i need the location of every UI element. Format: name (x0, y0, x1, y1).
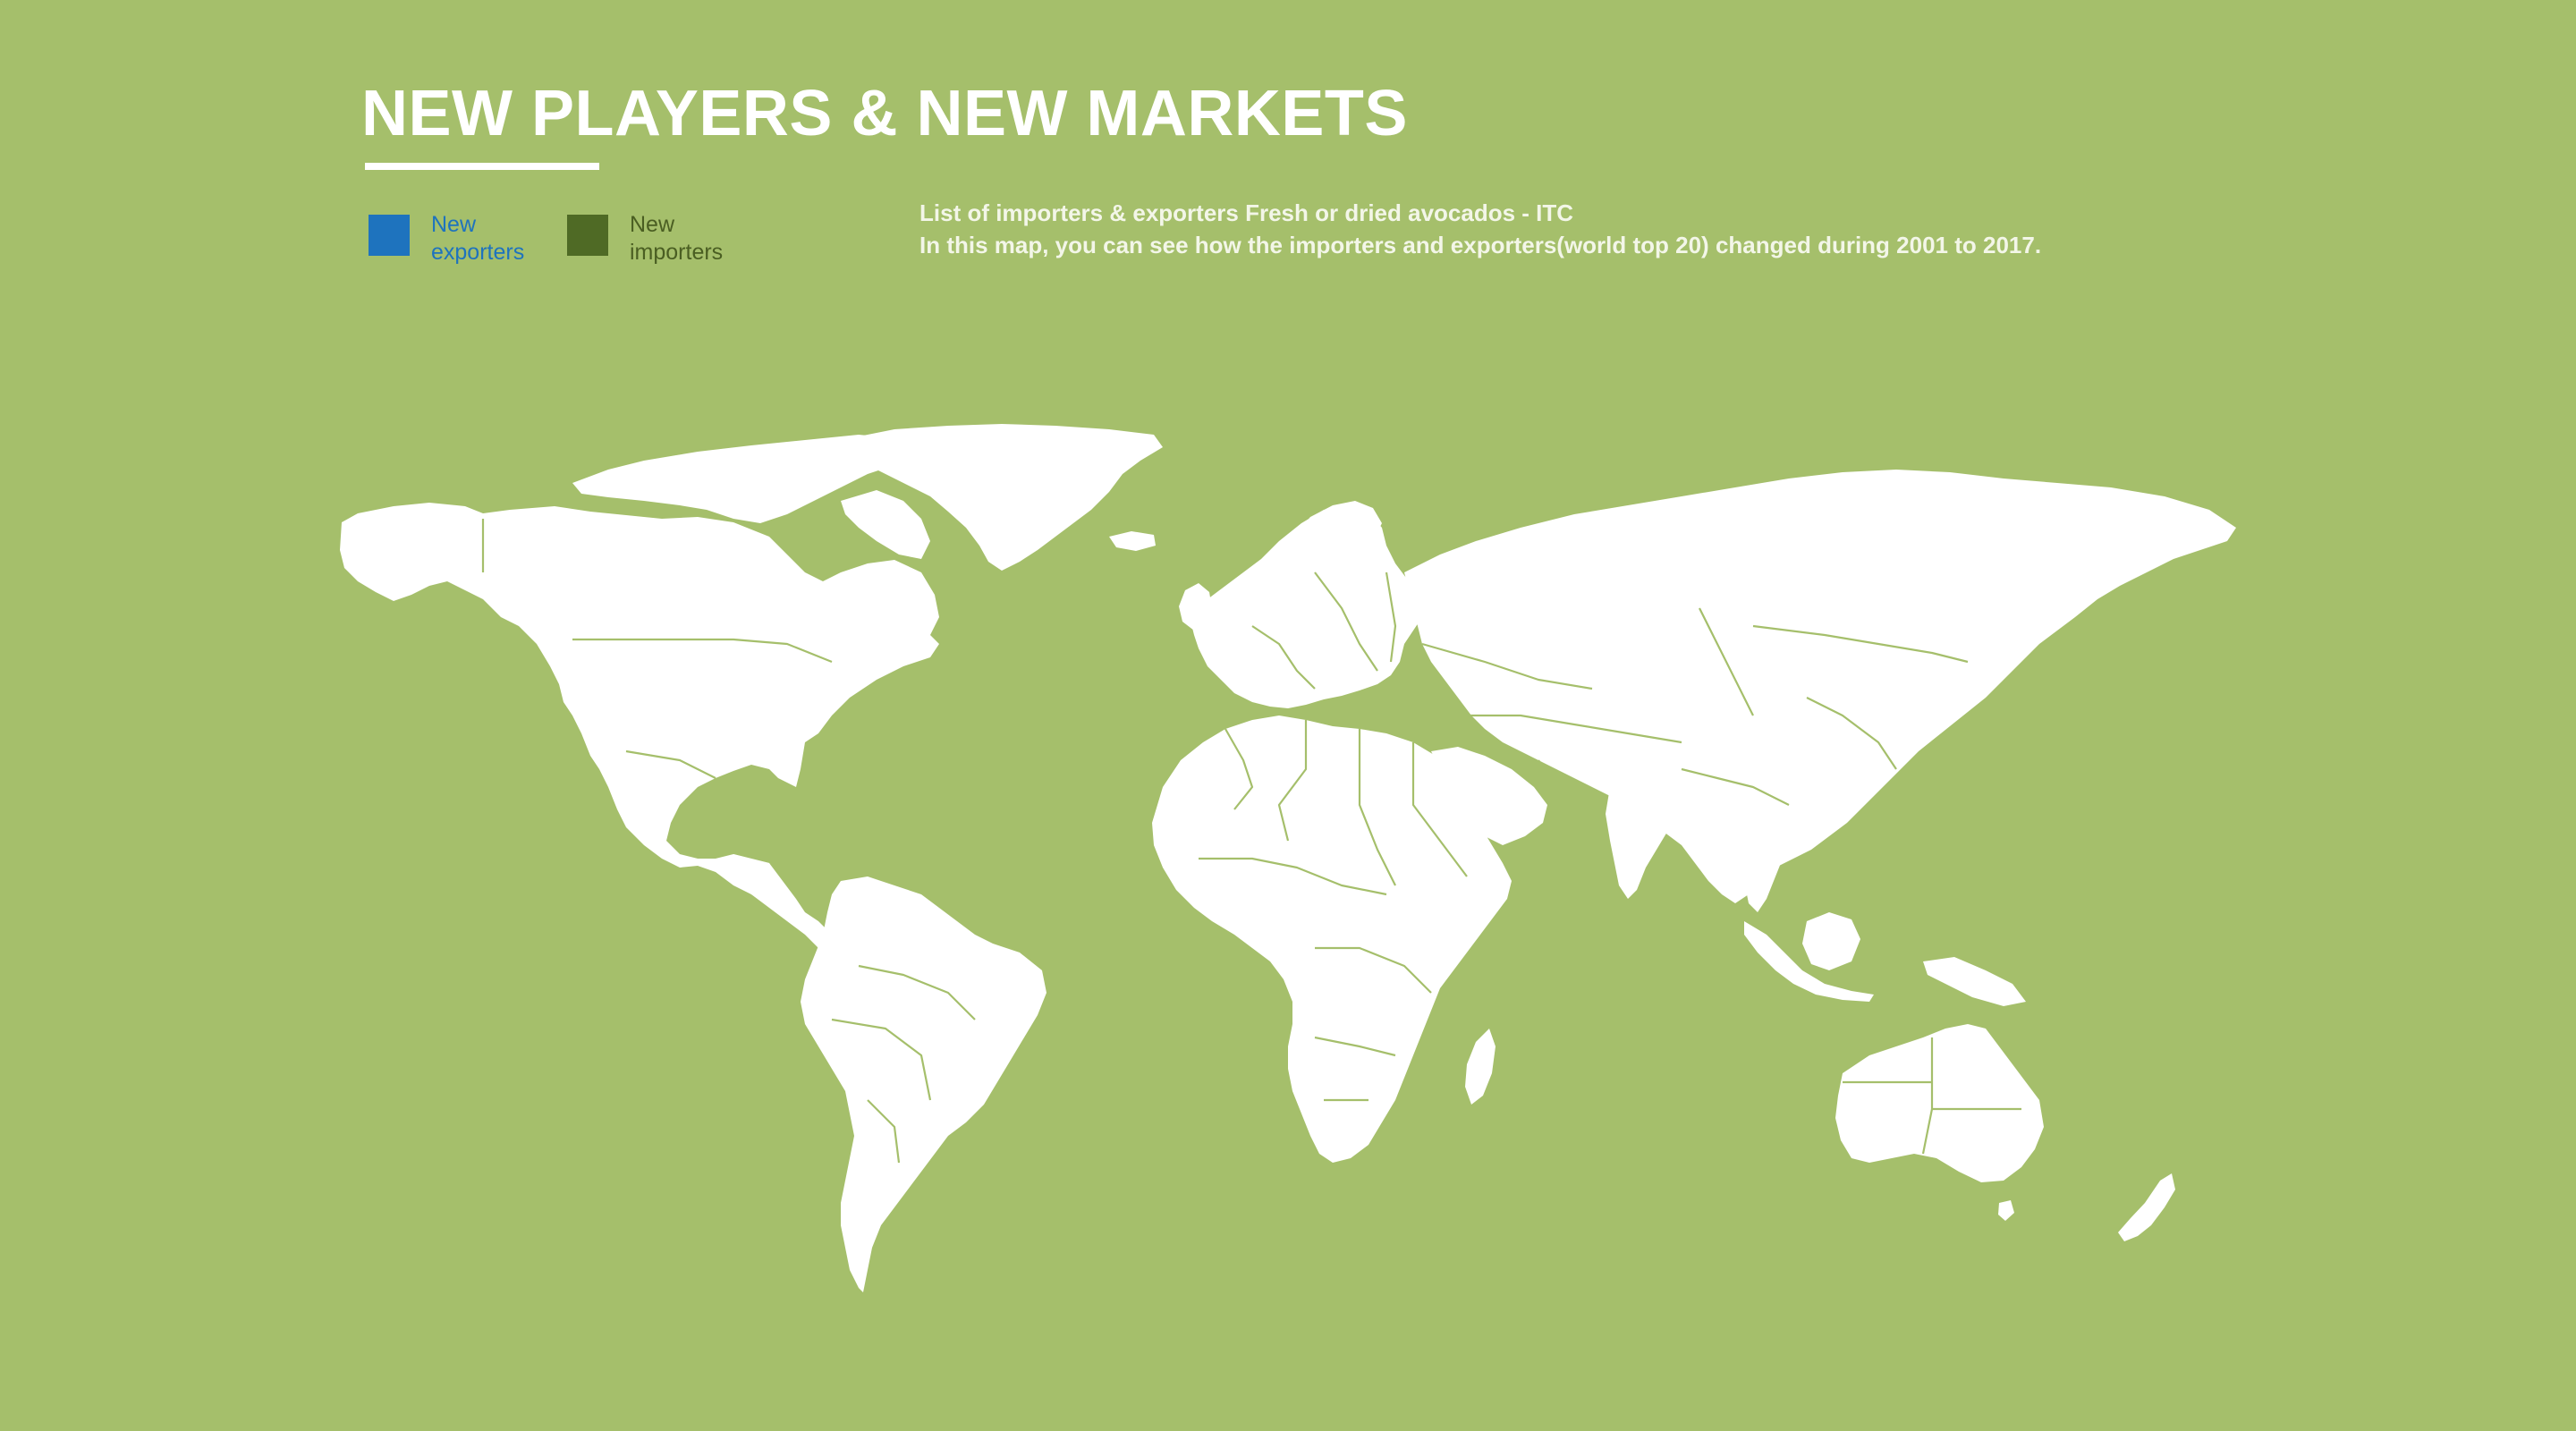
british-isles (1179, 583, 1212, 631)
borneo (1802, 912, 1860, 970)
arabian-peninsula (1431, 747, 1547, 845)
india (1606, 778, 1682, 899)
baffin-island (841, 490, 930, 559)
south-america (801, 876, 1046, 1292)
north-america (340, 503, 939, 908)
iceland (1109, 531, 1156, 551)
land-masses (340, 424, 2236, 1292)
legend-label-new-exporters: New exporters (431, 212, 525, 265)
title-underline (365, 163, 599, 170)
description-source: List of importers & exporters Fresh or d… (919, 199, 1574, 226)
europe (1190, 505, 1422, 708)
tasmania (1998, 1200, 2014, 1221)
country-borders (481, 519, 2021, 1164)
central-america (733, 854, 841, 955)
new-importers-swatch (567, 215, 608, 256)
description-explanation: In this map, you can see how the importe… (919, 232, 2042, 258)
southeast-asia (1735, 796, 1789, 912)
map-description: List of importers & exporters Fresh or d… (919, 197, 2172, 261)
legend: New exporters New importers (369, 211, 798, 274)
new-zealand (2118, 1173, 2175, 1241)
greenland (850, 424, 1163, 571)
madagascar (1465, 1029, 1496, 1105)
new-exporters-swatch (369, 215, 410, 256)
japan (1943, 631, 1990, 716)
new-guinea (1923, 957, 2026, 1006)
scandinavia (1292, 501, 1382, 595)
asia (1404, 470, 2236, 903)
canadian-arctic (572, 435, 912, 523)
sumatra-java (1744, 921, 1874, 1002)
page-title: NEW PLAYERS & NEW MARKETS (361, 78, 1408, 149)
legend-label-new-importers: New importers (630, 212, 724, 265)
africa (1152, 716, 1512, 1163)
australia (1835, 1024, 2044, 1182)
